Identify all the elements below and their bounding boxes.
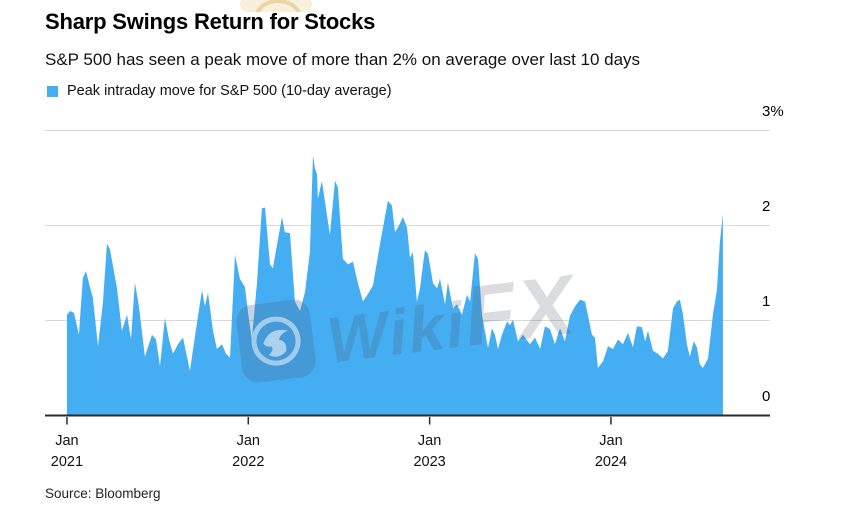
area-series <box>66 155 723 416</box>
x-axis-label: Jan 2023 <box>413 433 446 470</box>
legend-swatch-icon <box>47 85 58 97</box>
source-note: Source: Bloomberg <box>45 486 161 501</box>
top-watermark-logo <box>240 0 312 12</box>
page-subtitle: S&P 500 has seen a peak move of more tha… <box>45 50 641 69</box>
watermark-eagle-badge-icon <box>234 297 318 384</box>
x-axis-label: Jan 2022 <box>232 433 265 470</box>
y-axis-label: 3% <box>762 103 784 120</box>
page-title: Sharp Swings Return for Stocks <box>45 9 376 34</box>
eagle-icon <box>251 316 301 366</box>
watermark-text-part2: FX <box>458 256 581 364</box>
watermark-text: WikiFX <box>321 256 581 383</box>
area-chart-plot <box>45 130 770 425</box>
center-watermark: WikiFX <box>233 256 581 394</box>
x-axis-label: Jan 2024 <box>594 433 628 470</box>
legend: Peak intraday move for S&P 500 (10-day a… <box>47 83 392 99</box>
legend-label: Peak intraday move for S&P 500 (10-day a… <box>67 83 392 99</box>
watermark-text-part1: Wiki <box>323 288 470 377</box>
y-axis-label: 2 <box>762 198 771 215</box>
y-axis-label: 1 <box>762 293 771 310</box>
x-axis-label: Jan 2021 <box>50 433 84 470</box>
y-axis-label: 0 <box>762 388 771 405</box>
